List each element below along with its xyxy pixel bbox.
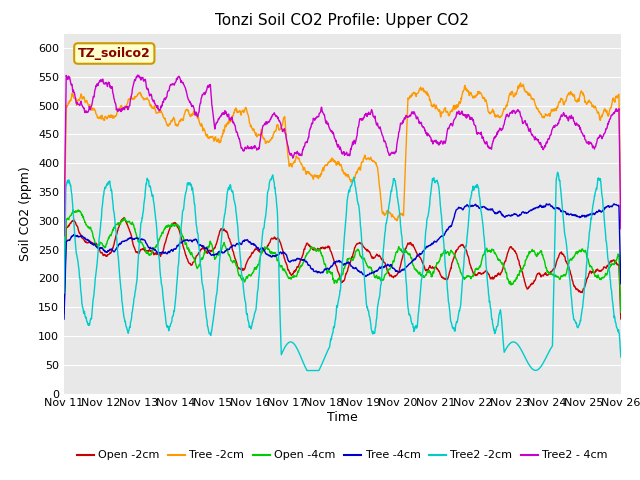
Text: TZ_soilco2: TZ_soilco2 [78, 47, 150, 60]
Y-axis label: Soil CO2 (ppm): Soil CO2 (ppm) [19, 166, 33, 261]
Title: Tonzi Soil CO2 Profile: Upper CO2: Tonzi Soil CO2 Profile: Upper CO2 [216, 13, 469, 28]
Legend: Open -2cm, Tree -2cm, Open -4cm, Tree -4cm, Tree2 -2cm, Tree2 - 4cm: Open -2cm, Tree -2cm, Open -4cm, Tree -4… [72, 446, 612, 465]
X-axis label: Time: Time [327, 411, 358, 424]
